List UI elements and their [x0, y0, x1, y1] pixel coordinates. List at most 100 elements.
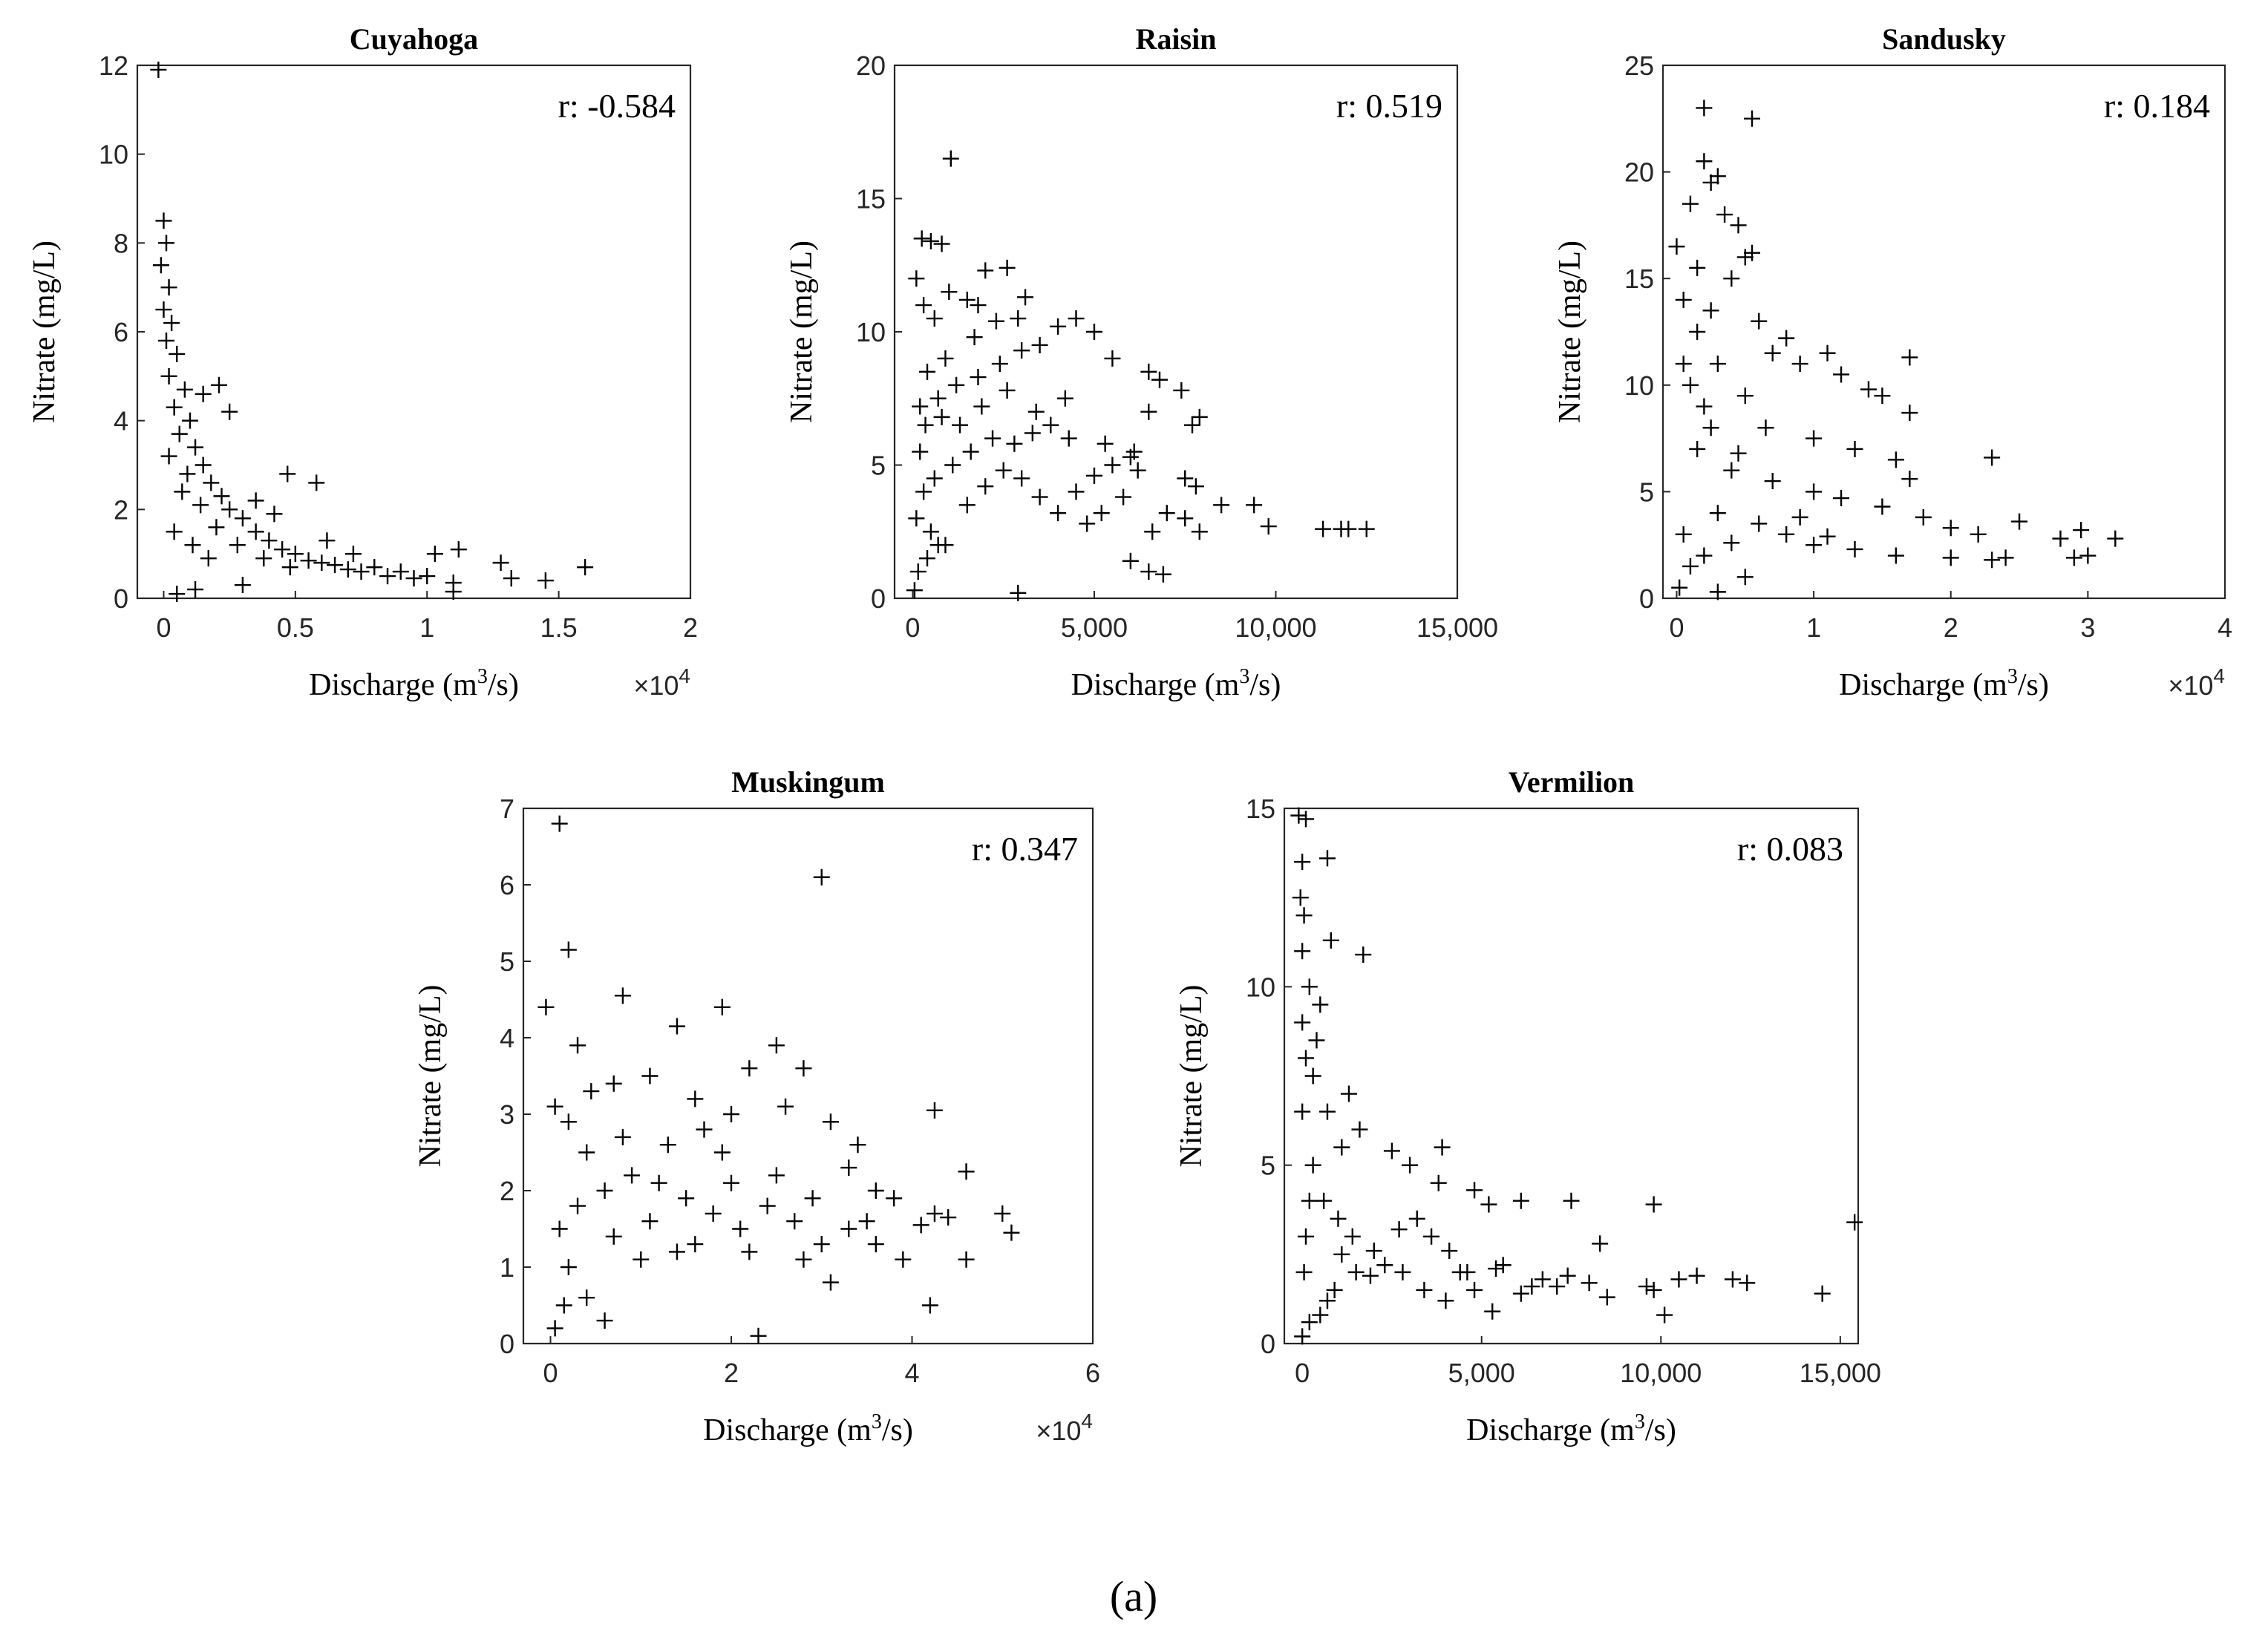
- y-tick-label: 20: [856, 50, 886, 81]
- data-point: [1213, 497, 1230, 514]
- data-points: [1668, 99, 2124, 601]
- data-point: [1315, 520, 1332, 537]
- data-point: [1723, 534, 1740, 552]
- data-point: [171, 425, 188, 442]
- data-point: [546, 1098, 563, 1115]
- data-point: [546, 1320, 563, 1337]
- data-point: [221, 501, 238, 518]
- data-point: [804, 1190, 821, 1207]
- data-point: [1394, 1263, 1411, 1280]
- data-point: [279, 465, 296, 482]
- data-point: [1056, 390, 1073, 407]
- data-point: [353, 563, 370, 580]
- data-point: [1187, 478, 1204, 495]
- data-point: [1297, 1228, 1314, 1245]
- chart-panel-muskingum: Muskingum r: 0.347 0 2 4 6 0 1 2 3 4 5 6 7 Discharge (…: [414, 765, 1100, 1447]
- data-point: [687, 1236, 704, 1253]
- data-point: [1466, 1182, 1483, 1199]
- data-point: [912, 1217, 929, 1234]
- data-point: [1512, 1285, 1529, 1302]
- x-tick-label: 2: [1944, 612, 1958, 643]
- data-point: [926, 470, 943, 487]
- data-point: [912, 443, 929, 460]
- data-point: [560, 1259, 577, 1275]
- data-point: [1050, 318, 1067, 335]
- data-point: [1333, 1246, 1350, 1263]
- data-point: [1778, 330, 1795, 347]
- data-point: [492, 554, 509, 572]
- data-point: [1682, 557, 1699, 575]
- data-point: [1689, 324, 1706, 340]
- data-point: [596, 1182, 613, 1199]
- y-tick-label: 3: [500, 1099, 514, 1130]
- data-point: [958, 1163, 975, 1180]
- data-point: [208, 519, 225, 536]
- x-exponent-label: ×104: [633, 664, 690, 701]
- data-point: [1191, 523, 1208, 540]
- data-point: [1416, 1281, 1433, 1298]
- data-point: [1434, 1139, 1451, 1156]
- data-point: [1764, 344, 1781, 362]
- data-point: [1730, 217, 1747, 234]
- data-point: [1689, 440, 1706, 457]
- data-point: [926, 310, 943, 327]
- data-point: [152, 257, 169, 274]
- data-point: [569, 1037, 586, 1054]
- data-point: [195, 385, 212, 402]
- data-point: [633, 1251, 650, 1268]
- chart-title: Vermilion: [1509, 765, 1635, 799]
- data-point: [1736, 569, 1754, 586]
- data-point: [915, 297, 932, 314]
- x-axis-label: Discharge (m3/s): [1071, 665, 1281, 702]
- data-point: [1689, 259, 1706, 276]
- data-point: [213, 488, 230, 505]
- data-point: [1177, 470, 1194, 487]
- data-point: [158, 332, 175, 349]
- data-point: [624, 1167, 641, 1184]
- data-point: [1670, 1271, 1687, 1288]
- data-point: [179, 465, 196, 482]
- data-point: [1362, 1267, 1379, 1284]
- data-point: [895, 1251, 912, 1268]
- data-point: [1308, 1032, 1325, 1049]
- data-point: [187, 439, 204, 456]
- data-point: [1696, 398, 1713, 415]
- data-point: [1846, 540, 1863, 557]
- y-tick-label: 0: [500, 1329, 514, 1359]
- data-point: [1592, 1235, 1609, 1252]
- data-point: [210, 376, 227, 393]
- data-point: [160, 367, 177, 385]
- data-point: [1003, 1224, 1020, 1241]
- data-point: [1846, 1214, 1863, 1231]
- data-point: [339, 561, 356, 578]
- correlation-label: r: 0.519: [1336, 87, 1442, 125]
- data-point: [958, 291, 975, 308]
- data-point: [1709, 356, 1726, 373]
- data-point: [300, 552, 317, 569]
- data-point: [822, 1274, 839, 1291]
- data-point: [1301, 978, 1318, 995]
- data-point: [1318, 850, 1336, 867]
- data-point: [203, 474, 220, 491]
- data-point: [1744, 244, 1761, 261]
- data-point: [1122, 552, 1139, 569]
- data-point: [2052, 530, 2069, 547]
- data-point: [867, 1236, 884, 1253]
- data-point: [1887, 451, 1904, 468]
- data-point: [1184, 416, 1201, 434]
- data-point: [445, 583, 462, 601]
- data-point: [1093, 505, 1110, 522]
- data-point: [1559, 1267, 1576, 1284]
- data-point: [274, 541, 291, 558]
- data-point: [1297, 1050, 1314, 1067]
- data-point: [1638, 1278, 1655, 1295]
- data-point: [1402, 1157, 1419, 1174]
- data-point: [551, 1220, 568, 1237]
- data-point: [1140, 563, 1157, 580]
- data-point: [1312, 1306, 1329, 1324]
- data-point: [1050, 505, 1067, 522]
- x-axis-label: Discharge (m3/s): [309, 665, 519, 702]
- x-tick-label: 5,000: [1448, 1358, 1515, 1388]
- data-point: [614, 1128, 631, 1145]
